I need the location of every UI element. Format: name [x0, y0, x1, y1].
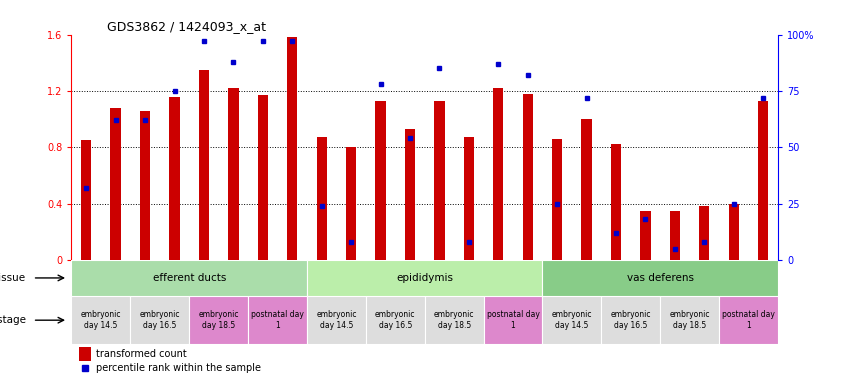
Text: embryonic
day 16.5: embryonic day 16.5: [611, 311, 651, 330]
Text: embryonic
day 14.5: embryonic day 14.5: [552, 311, 592, 330]
Text: postnatal day
1: postnatal day 1: [487, 311, 539, 330]
Bar: [71, 260, 307, 296]
Bar: [699, 206, 710, 260]
Bar: [375, 101, 386, 260]
Text: tissue: tissue: [0, 273, 25, 283]
Text: vas deferens: vas deferens: [627, 273, 694, 283]
Bar: [728, 204, 739, 260]
Bar: [552, 139, 563, 260]
Bar: [669, 210, 680, 260]
Bar: [71, 296, 130, 344]
Bar: [198, 70, 209, 260]
Bar: [81, 140, 92, 260]
Bar: [493, 88, 504, 260]
Text: embryonic
day 16.5: embryonic day 16.5: [140, 311, 180, 330]
Text: percentile rank within the sample: percentile rank within the sample: [96, 363, 262, 373]
Text: epididymis: epididymis: [396, 273, 453, 283]
Text: postnatal day
1: postnatal day 1: [722, 311, 775, 330]
Bar: [601, 296, 660, 344]
Bar: [366, 296, 425, 344]
Text: development stage: development stage: [0, 315, 25, 325]
Bar: [140, 111, 151, 260]
Bar: [228, 88, 239, 260]
Bar: [78, 347, 92, 361]
Bar: [307, 296, 366, 344]
Text: GDS3862 / 1424093_x_at: GDS3862 / 1424093_x_at: [107, 20, 266, 33]
Bar: [611, 144, 621, 260]
Bar: [484, 296, 542, 344]
Text: embryonic
day 18.5: embryonic day 18.5: [669, 311, 710, 330]
Text: embryonic
day 18.5: embryonic day 18.5: [434, 311, 474, 330]
Bar: [110, 108, 121, 260]
Bar: [287, 37, 298, 260]
Bar: [434, 101, 445, 260]
Bar: [316, 137, 327, 260]
Bar: [660, 296, 719, 344]
Bar: [522, 94, 533, 260]
Bar: [463, 137, 474, 260]
Text: transformed count: transformed count: [96, 349, 187, 359]
Bar: [719, 296, 778, 344]
Text: efferent ducts: efferent ducts: [152, 273, 226, 283]
Bar: [581, 119, 592, 260]
Text: postnatal day
1: postnatal day 1: [251, 311, 304, 330]
Bar: [758, 101, 769, 260]
Bar: [425, 296, 484, 344]
Bar: [169, 96, 180, 260]
Bar: [640, 210, 651, 260]
Text: embryonic
day 18.5: embryonic day 18.5: [198, 311, 239, 330]
Bar: [405, 129, 415, 260]
Text: embryonic
day 14.5: embryonic day 14.5: [81, 311, 121, 330]
Bar: [542, 260, 778, 296]
Bar: [542, 296, 601, 344]
Text: embryonic
day 16.5: embryonic day 16.5: [375, 311, 415, 330]
Text: embryonic
day 14.5: embryonic day 14.5: [316, 311, 357, 330]
Bar: [130, 296, 189, 344]
Bar: [346, 147, 357, 260]
Bar: [307, 260, 542, 296]
Bar: [248, 296, 307, 344]
Bar: [257, 95, 268, 260]
Bar: [189, 296, 248, 344]
